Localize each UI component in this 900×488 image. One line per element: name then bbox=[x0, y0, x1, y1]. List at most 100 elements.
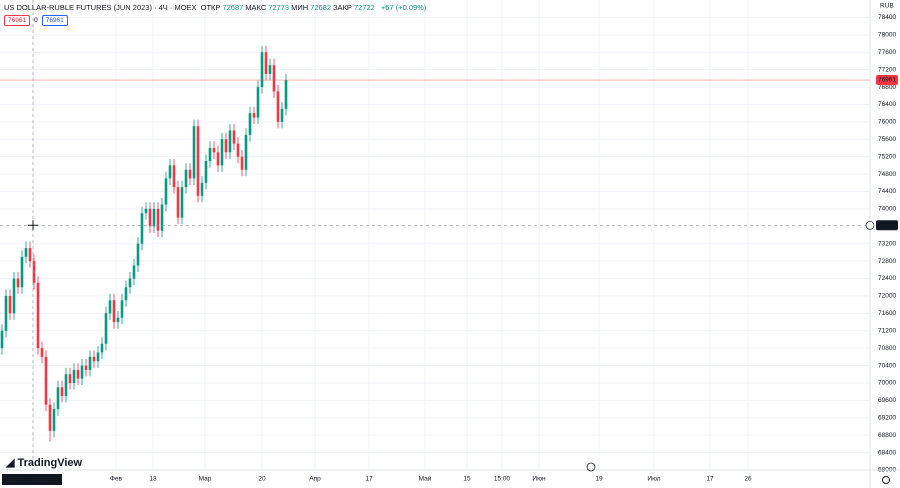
candle-body bbox=[64, 374, 68, 397]
candle-body bbox=[260, 52, 264, 88]
candle-body bbox=[68, 374, 72, 383]
candle-body bbox=[120, 300, 124, 318]
candle-body bbox=[44, 356, 48, 405]
candle-body bbox=[192, 126, 196, 179]
candle-body bbox=[184, 169, 188, 188]
candle-body bbox=[216, 152, 220, 166]
ohlc-label: ОТКР bbox=[200, 3, 221, 12]
candle-body bbox=[276, 91, 280, 122]
candle-body bbox=[136, 243, 140, 266]
candle-body bbox=[96, 352, 100, 362]
candle-body bbox=[80, 365, 84, 379]
crosshair-price-tag bbox=[876, 220, 898, 231]
candle-body bbox=[172, 165, 176, 188]
x-tick-label: 19 bbox=[595, 476, 603, 483]
crosshair-price-label: 73623 bbox=[878, 222, 896, 229]
candle-body bbox=[72, 369, 76, 383]
candle-body bbox=[228, 130, 232, 153]
candle-body bbox=[128, 278, 132, 288]
y-tick-label: 71600 bbox=[878, 310, 896, 317]
add-button[interactable] bbox=[865, 220, 875, 230]
last-price-label: 76961 bbox=[878, 77, 896, 84]
symbol-title: US DOLLAR-RUBLE FUTURES (JUN 2023) · 4Ч … bbox=[4, 3, 197, 12]
candle-body bbox=[284, 80, 288, 109]
ohlc: ОТКР 72687 МАКС 72773 МИН 72682 ЗАКР 72722 bbox=[201, 3, 377, 12]
candle-body bbox=[220, 139, 224, 166]
candle-body bbox=[48, 404, 52, 431]
logo-text: TradingView bbox=[17, 457, 83, 469]
candle-body bbox=[20, 256, 24, 288]
ohlc-value: 72687 bbox=[222, 3, 244, 12]
x-tick-label: Июл bbox=[647, 476, 660, 483]
candle-body bbox=[108, 300, 112, 314]
candle-body bbox=[60, 387, 64, 397]
y-tick-label: 76800 bbox=[878, 84, 896, 91]
y-tick-label: 72000 bbox=[878, 293, 896, 300]
y-tick-label: 70800 bbox=[878, 345, 896, 352]
sell-badge[interactable]: 76961 bbox=[4, 15, 31, 26]
candle-body bbox=[212, 147, 216, 153]
crosshair-time-tag bbox=[2, 474, 62, 485]
ohlc-value: 72682 bbox=[310, 3, 332, 12]
y-tick-label: 68800 bbox=[878, 432, 896, 439]
y-tick-label: 77200 bbox=[878, 66, 896, 73]
candle-body bbox=[156, 208, 160, 231]
y-tick-label: 69200 bbox=[878, 414, 896, 421]
candle-body bbox=[40, 348, 44, 357]
cursor bbox=[28, 220, 38, 231]
candle-body bbox=[4, 295, 8, 331]
y-tick-label: 78000 bbox=[878, 32, 896, 39]
candle-body bbox=[8, 295, 12, 314]
candle-body bbox=[24, 248, 28, 257]
x-tick-label: 17 bbox=[365, 476, 373, 483]
candle-body bbox=[196, 126, 200, 196]
logo[interactable]: ◢ TradingView bbox=[6, 457, 83, 469]
candle-body bbox=[144, 208, 148, 214]
candle-body bbox=[148, 208, 152, 227]
y-tick-label: 74000 bbox=[878, 206, 896, 213]
candle-body bbox=[92, 356, 96, 362]
candle-body bbox=[0, 330, 4, 349]
x-tick-label: Июн bbox=[532, 476, 546, 483]
candle-body bbox=[180, 187, 184, 218]
candle-body bbox=[84, 365, 88, 370]
scroll-button[interactable] bbox=[586, 462, 596, 472]
x-tick-label: 15 bbox=[463, 476, 471, 483]
change: +67 (+0.09%) bbox=[380, 3, 427, 12]
x-tick-label: 20 bbox=[258, 476, 266, 483]
candle-body bbox=[56, 387, 60, 410]
plot-bg bbox=[0, 0, 870, 470]
candle-body bbox=[208, 147, 212, 162]
y-tick-label: 68400 bbox=[878, 449, 896, 456]
candle-body bbox=[104, 313, 108, 344]
settings-button[interactable] bbox=[882, 476, 890, 484]
candle-body bbox=[252, 113, 256, 118]
candle-body bbox=[52, 409, 56, 431]
candle-body bbox=[168, 165, 172, 179]
y-tick-label: 75200 bbox=[878, 153, 896, 160]
ohlc-value: 72773 bbox=[268, 3, 290, 12]
currency-label: RUB bbox=[880, 3, 894, 10]
candle-body bbox=[200, 182, 204, 196]
candle-body bbox=[124, 287, 128, 301]
candle-body bbox=[280, 108, 284, 122]
candle-body bbox=[224, 139, 228, 153]
candle-body bbox=[112, 300, 116, 323]
candle-body bbox=[248, 113, 252, 135]
y-tick-label: 74800 bbox=[878, 171, 896, 178]
candle-body bbox=[204, 161, 208, 183]
y-tick-label: 72400 bbox=[878, 275, 896, 282]
candle-body bbox=[236, 143, 240, 157]
ohlc-label: МАКС bbox=[245, 3, 267, 12]
buy-badge[interactable]: 76961 bbox=[41, 15, 68, 26]
candle-body bbox=[176, 187, 180, 218]
y-tick-label: 71200 bbox=[878, 327, 896, 334]
candle-body bbox=[132, 265, 136, 279]
x-tick-label: Фев bbox=[110, 476, 123, 483]
candle-body bbox=[100, 343, 104, 353]
candle-body bbox=[268, 65, 272, 74]
y-tick-label: 70000 bbox=[878, 380, 896, 387]
y-tick-label: 78400 bbox=[878, 14, 896, 21]
y-tick-label: 73200 bbox=[878, 240, 896, 247]
